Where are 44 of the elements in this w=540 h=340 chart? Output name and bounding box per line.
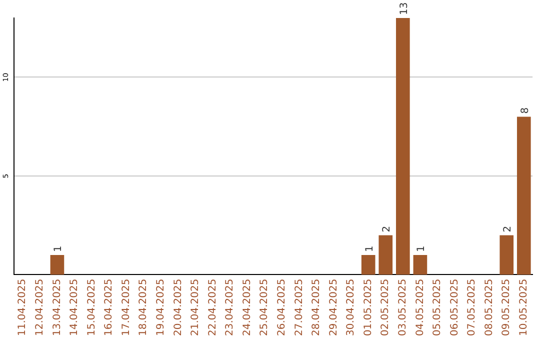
x-tick-label: 03.05.2025 bbox=[398, 278, 408, 336]
x-tick-label: 24.04.2025 bbox=[242, 278, 253, 336]
bar bbox=[396, 18, 410, 275]
x-tick-label: 30.04.2025 bbox=[346, 278, 357, 336]
data-label: 13 bbox=[398, 2, 410, 15]
data-label: 1 bbox=[364, 246, 376, 252]
bar bbox=[378, 235, 393, 275]
x-tick-label: 05.05.2025 bbox=[432, 278, 444, 336]
x-tick-label: 18.04.2025 bbox=[138, 278, 150, 336]
x-tick-label: 15.04.2025 bbox=[86, 278, 98, 336]
x-tick-label: 17.04.2025 bbox=[120, 278, 132, 336]
x-tick-label: 19.04.2025 bbox=[156, 278, 167, 336]
x-tick-label: 08.05.2025 bbox=[484, 278, 495, 336]
bar bbox=[361, 254, 376, 275]
x-tick-label: 01.05.2025 bbox=[362, 278, 374, 336]
bar bbox=[516, 116, 531, 275]
x-tick-label: 21.04.2025 bbox=[190, 278, 202, 336]
bar bbox=[50, 254, 64, 275]
x-tick-label: 23.04.2025 bbox=[224, 278, 236, 336]
x-tick-label: 12.04.2025 bbox=[34, 278, 46, 336]
data-label: 2 bbox=[502, 226, 514, 232]
data-label: 2 bbox=[382, 226, 393, 232]
x-tick-label: 16.04.2025 bbox=[104, 278, 115, 336]
data-label: 8 bbox=[520, 107, 531, 114]
x-tick-label: 25.04.2025 bbox=[259, 278, 270, 336]
data-label: 1 bbox=[53, 246, 64, 252]
x-tick-label: 07.05.2025 bbox=[466, 278, 478, 336]
bar bbox=[413, 254, 428, 275]
x-tick-label: 29.04.2025 bbox=[328, 278, 340, 336]
x-tick-label: 09.05.2025 bbox=[501, 278, 512, 336]
x-tick-label: 26.04.2025 bbox=[276, 278, 288, 336]
x-tick-label: 04.05.2025 bbox=[414, 278, 426, 336]
x-tick-label: 02.05.2025 bbox=[380, 278, 392, 336]
x-tick-label: 10.05.2025 bbox=[518, 278, 530, 336]
x-tick-label: 06.05.2025 bbox=[449, 278, 460, 336]
x-tick-label: 11.04.2025 bbox=[17, 278, 28, 336]
x-tick-label: 13.04.2025 bbox=[52, 278, 63, 336]
x-tick-label: 14.04.2025 bbox=[69, 278, 80, 336]
x-tick-label: 27.04.2025 bbox=[294, 278, 305, 336]
x-tick-label: 20.04.2025 bbox=[172, 278, 184, 336]
x-tick-label: 28.04.2025 bbox=[311, 278, 322, 336]
bar bbox=[500, 235, 514, 275]
x-tick-label: 22.04.2025 bbox=[207, 278, 218, 336]
data-label: 1 bbox=[416, 246, 428, 252]
